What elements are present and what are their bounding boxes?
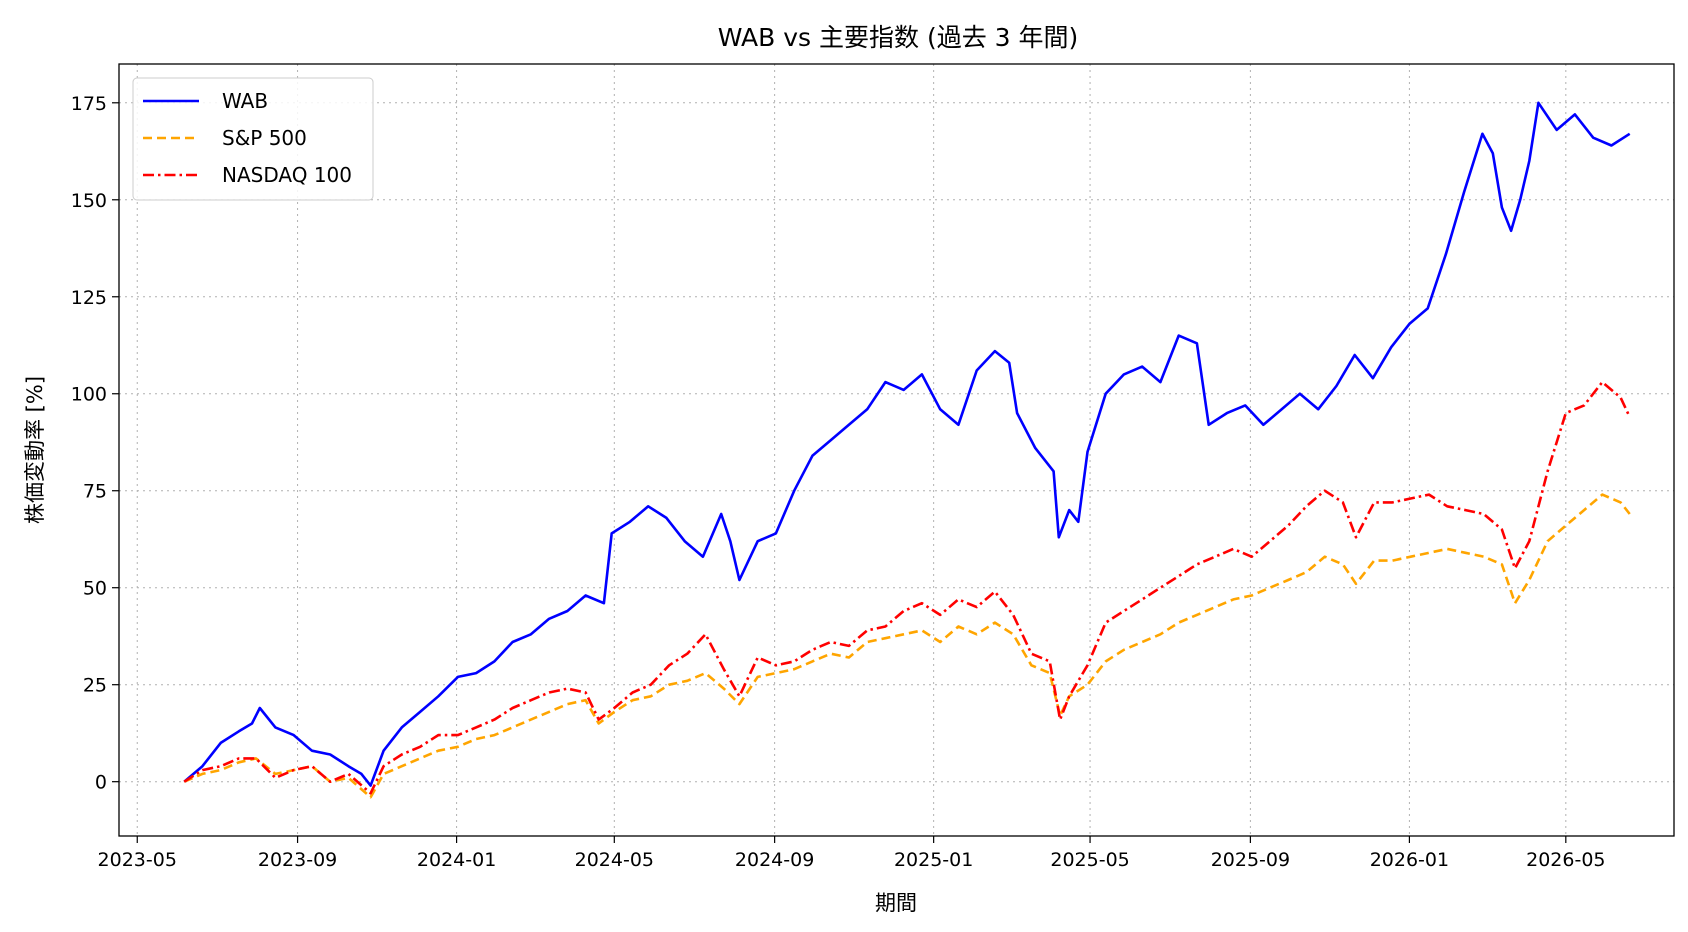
- plot-frame: [118, 63, 1675, 837]
- x-axis-label: 期間: [875, 891, 917, 915]
- legend-box: [132, 77, 374, 201]
- legend-items: WAB S&P 500 NASDAQ 100: [143, 89, 352, 187]
- series-line-1: [183, 493, 1631, 799]
- chart-title: WAB vs 主要指数 (過去 3 年間): [718, 23, 1079, 52]
- y-tick-label: 25: [83, 675, 107, 697]
- series-line-0: [183, 101, 1631, 787]
- x-tick-label: 2023-05: [98, 849, 177, 871]
- series-line-2: [183, 380, 1631, 795]
- y-tick-label: 75: [83, 481, 107, 503]
- x-tick-label: 2025-09: [1211, 849, 1290, 871]
- y-tick-label: 125: [71, 287, 107, 309]
- x-tick-label: 2025-01: [894, 849, 973, 871]
- x-tick-label: 2026-05: [1526, 849, 1605, 871]
- y-axis-label: 株価変動率 [%]: [23, 376, 47, 524]
- x-tick-label: 2023-09: [258, 849, 337, 871]
- y-tick-label: 150: [71, 190, 107, 212]
- y-tick-label: 175: [71, 93, 107, 115]
- x-tick-label: 2026-01: [1370, 849, 1449, 871]
- x-tick-label: 2024-01: [417, 849, 496, 871]
- x-tick-label: 2024-09: [735, 849, 814, 871]
- series-layer: [183, 101, 1631, 799]
- legend: WAB S&P 500 NASDAQ 100: [132, 77, 374, 201]
- legend-label-1: S&P 500: [222, 126, 307, 150]
- y-tick-label: 100: [71, 384, 107, 406]
- tick-layer: 2023-05 2023-09 2024-01 2024-05 2024-09 2025-…: [71, 93, 1606, 871]
- y-tick-label: 0: [95, 772, 107, 794]
- legend-label-0: WAB: [222, 89, 268, 113]
- x-tick-label: 2024-05: [575, 849, 654, 871]
- y-tick-label: 50: [83, 578, 107, 600]
- x-tick-label: 2025-05: [1050, 849, 1129, 871]
- legend-label-2: NASDAQ 100: [222, 163, 352, 187]
